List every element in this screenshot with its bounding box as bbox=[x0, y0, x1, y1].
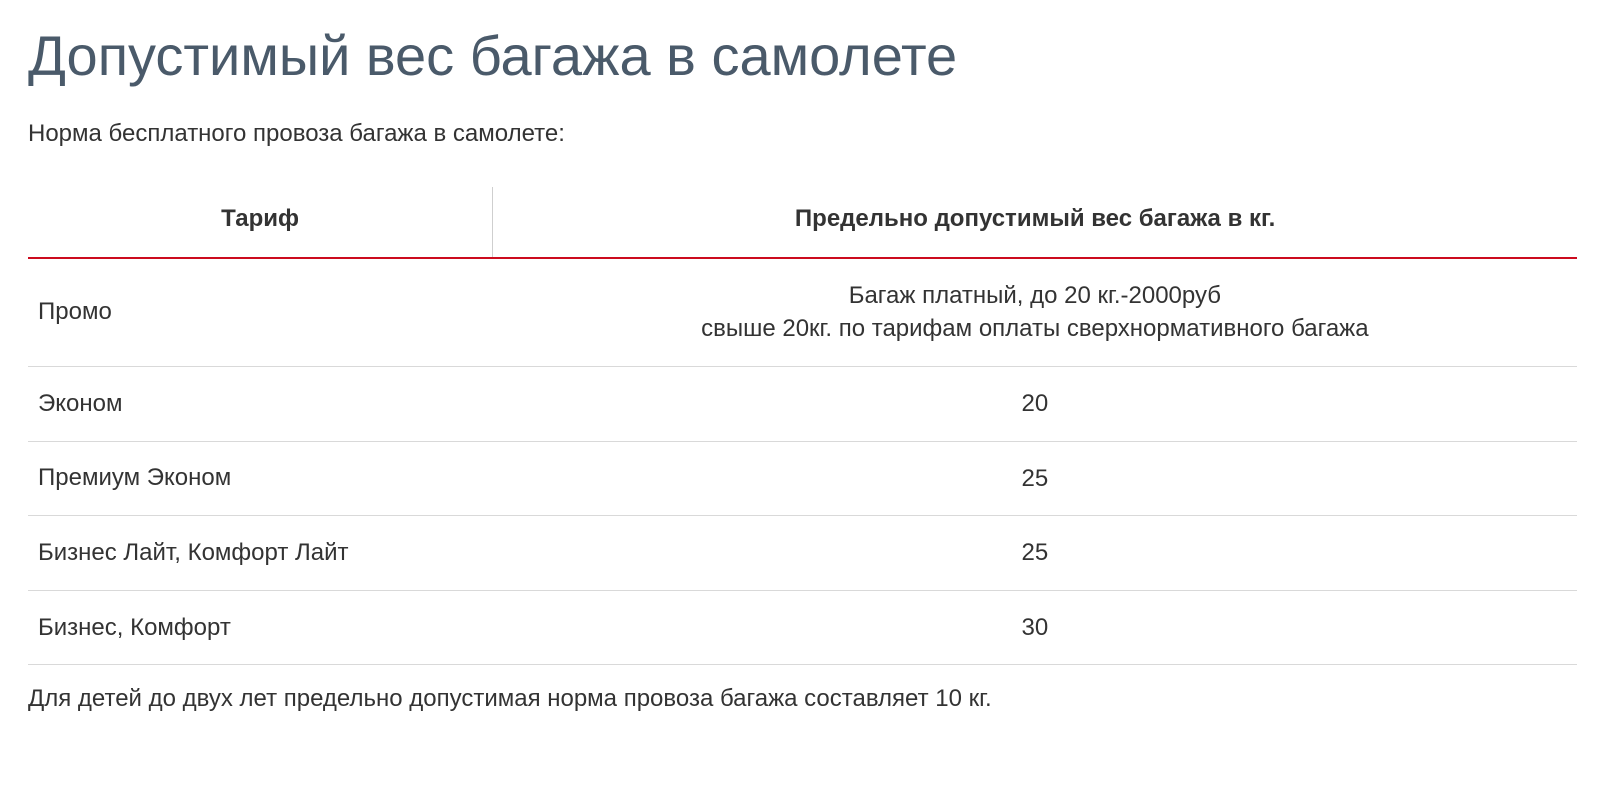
cell-tariff: Промо bbox=[28, 258, 493, 367]
cell-tariff: Бизнес, Комфорт bbox=[28, 590, 493, 665]
cell-tariff: Эконом bbox=[28, 366, 493, 441]
baggage-table: Тариф Предельно допустимый вес багажа в … bbox=[28, 187, 1577, 666]
col-tariff-header: Тариф bbox=[28, 187, 493, 258]
table-row: Бизнес, Комфорт30 bbox=[28, 590, 1577, 665]
table-header-row: Тариф Предельно допустимый вес багажа в … bbox=[28, 187, 1577, 258]
cell-value: 20 bbox=[493, 366, 1577, 441]
footnote-text: Для детей до двух лет предельно допустим… bbox=[28, 683, 1577, 715]
cell-tariff: Бизнес Лайт, Комфорт Лайт bbox=[28, 516, 493, 591]
cell-value: 25 bbox=[493, 441, 1577, 516]
intro-text: Норма бесплатного провоза багажа в самол… bbox=[28, 118, 1577, 150]
cell-value: 25 bbox=[493, 516, 1577, 591]
table-row: Бизнес Лайт, Комфорт Лайт25 bbox=[28, 516, 1577, 591]
cell-value: 30 bbox=[493, 590, 1577, 665]
table-row: Премиум Эконом25 bbox=[28, 441, 1577, 516]
cell-tariff: Премиум Эконом bbox=[28, 441, 493, 516]
cell-value: Багаж платный, до 20 кг.-2000рубсвыше 20… bbox=[493, 258, 1577, 367]
col-weight-header: Предельно допустимый вес багажа в кг. bbox=[493, 187, 1577, 258]
table-row: ПромоБагаж платный, до 20 кг.-2000рубсвы… bbox=[28, 258, 1577, 367]
page-title: Допустимый вес багажа в самолете bbox=[28, 24, 1577, 88]
table-row: Эконом20 bbox=[28, 366, 1577, 441]
